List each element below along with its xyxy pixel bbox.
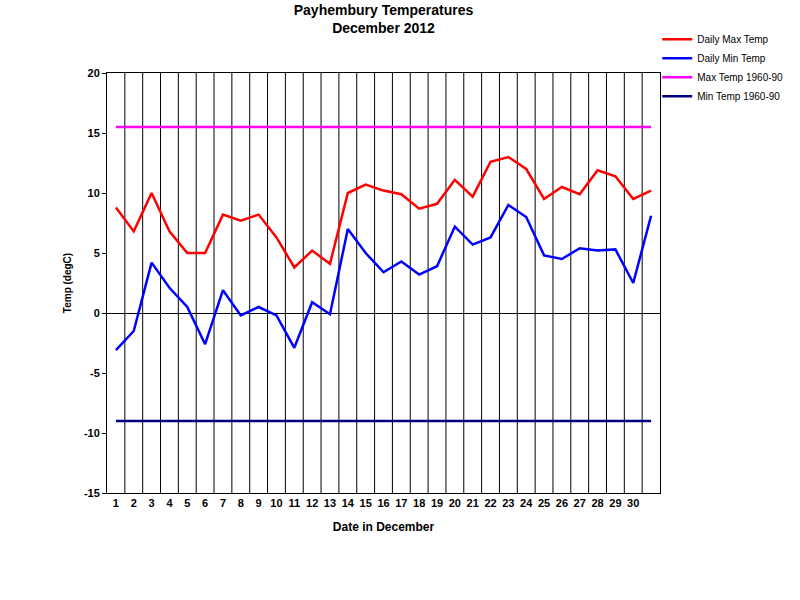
svg-text:Max Temp 1960-90: Max Temp 1960-90 xyxy=(697,72,783,83)
svg-text:9: 9 xyxy=(256,497,262,509)
svg-text:8: 8 xyxy=(238,497,244,509)
svg-text:5: 5 xyxy=(184,497,190,509)
svg-text:16: 16 xyxy=(377,497,389,509)
svg-text:3: 3 xyxy=(149,497,155,509)
svg-text:30: 30 xyxy=(627,497,639,509)
svg-text:25: 25 xyxy=(538,497,550,509)
svg-text:15: 15 xyxy=(360,497,372,509)
svg-text:6: 6 xyxy=(202,497,208,509)
svg-text:-5: -5 xyxy=(90,367,100,379)
svg-text:1: 1 xyxy=(113,497,119,509)
svg-text:11: 11 xyxy=(288,497,300,509)
svg-text:27: 27 xyxy=(574,497,586,509)
svg-text:12: 12 xyxy=(306,497,318,509)
svg-text:Daily Max Temp: Daily Max Temp xyxy=(697,34,768,45)
svg-text:5: 5 xyxy=(94,247,100,259)
svg-text:28: 28 xyxy=(591,497,603,509)
svg-text:19: 19 xyxy=(431,497,443,509)
svg-text:10: 10 xyxy=(88,187,100,199)
svg-text:26: 26 xyxy=(556,497,568,509)
svg-text:22: 22 xyxy=(484,497,496,509)
svg-text:7: 7 xyxy=(220,497,226,509)
svg-text:29: 29 xyxy=(609,497,621,509)
svg-text:-15: -15 xyxy=(84,487,100,499)
svg-text:Date in December: Date in December xyxy=(333,520,435,534)
svg-text:20: 20 xyxy=(88,67,100,79)
svg-text:15: 15 xyxy=(88,127,100,139)
svg-text:Temp (degC): Temp (degC) xyxy=(62,253,73,313)
svg-text:10: 10 xyxy=(270,497,282,509)
svg-text:Min Temp 1960-90: Min Temp 1960-90 xyxy=(697,91,780,102)
svg-text:13: 13 xyxy=(324,497,336,509)
svg-text:20: 20 xyxy=(449,497,461,509)
svg-text:17: 17 xyxy=(395,497,407,509)
svg-text:14: 14 xyxy=(342,497,355,509)
svg-text:-10: -10 xyxy=(84,427,100,439)
svg-text:Daily Min Temp: Daily Min Temp xyxy=(697,53,766,64)
svg-text:Payhembury TemperaturesDecembe: Payhembury TemperaturesDecember 2012 xyxy=(294,2,474,36)
svg-text:23: 23 xyxy=(502,497,514,509)
svg-text:4: 4 xyxy=(166,497,173,509)
svg-text:24: 24 xyxy=(520,497,533,509)
svg-text:2: 2 xyxy=(131,497,137,509)
svg-text:0: 0 xyxy=(94,307,100,319)
svg-text:18: 18 xyxy=(413,497,425,509)
svg-text:21: 21 xyxy=(467,497,479,509)
